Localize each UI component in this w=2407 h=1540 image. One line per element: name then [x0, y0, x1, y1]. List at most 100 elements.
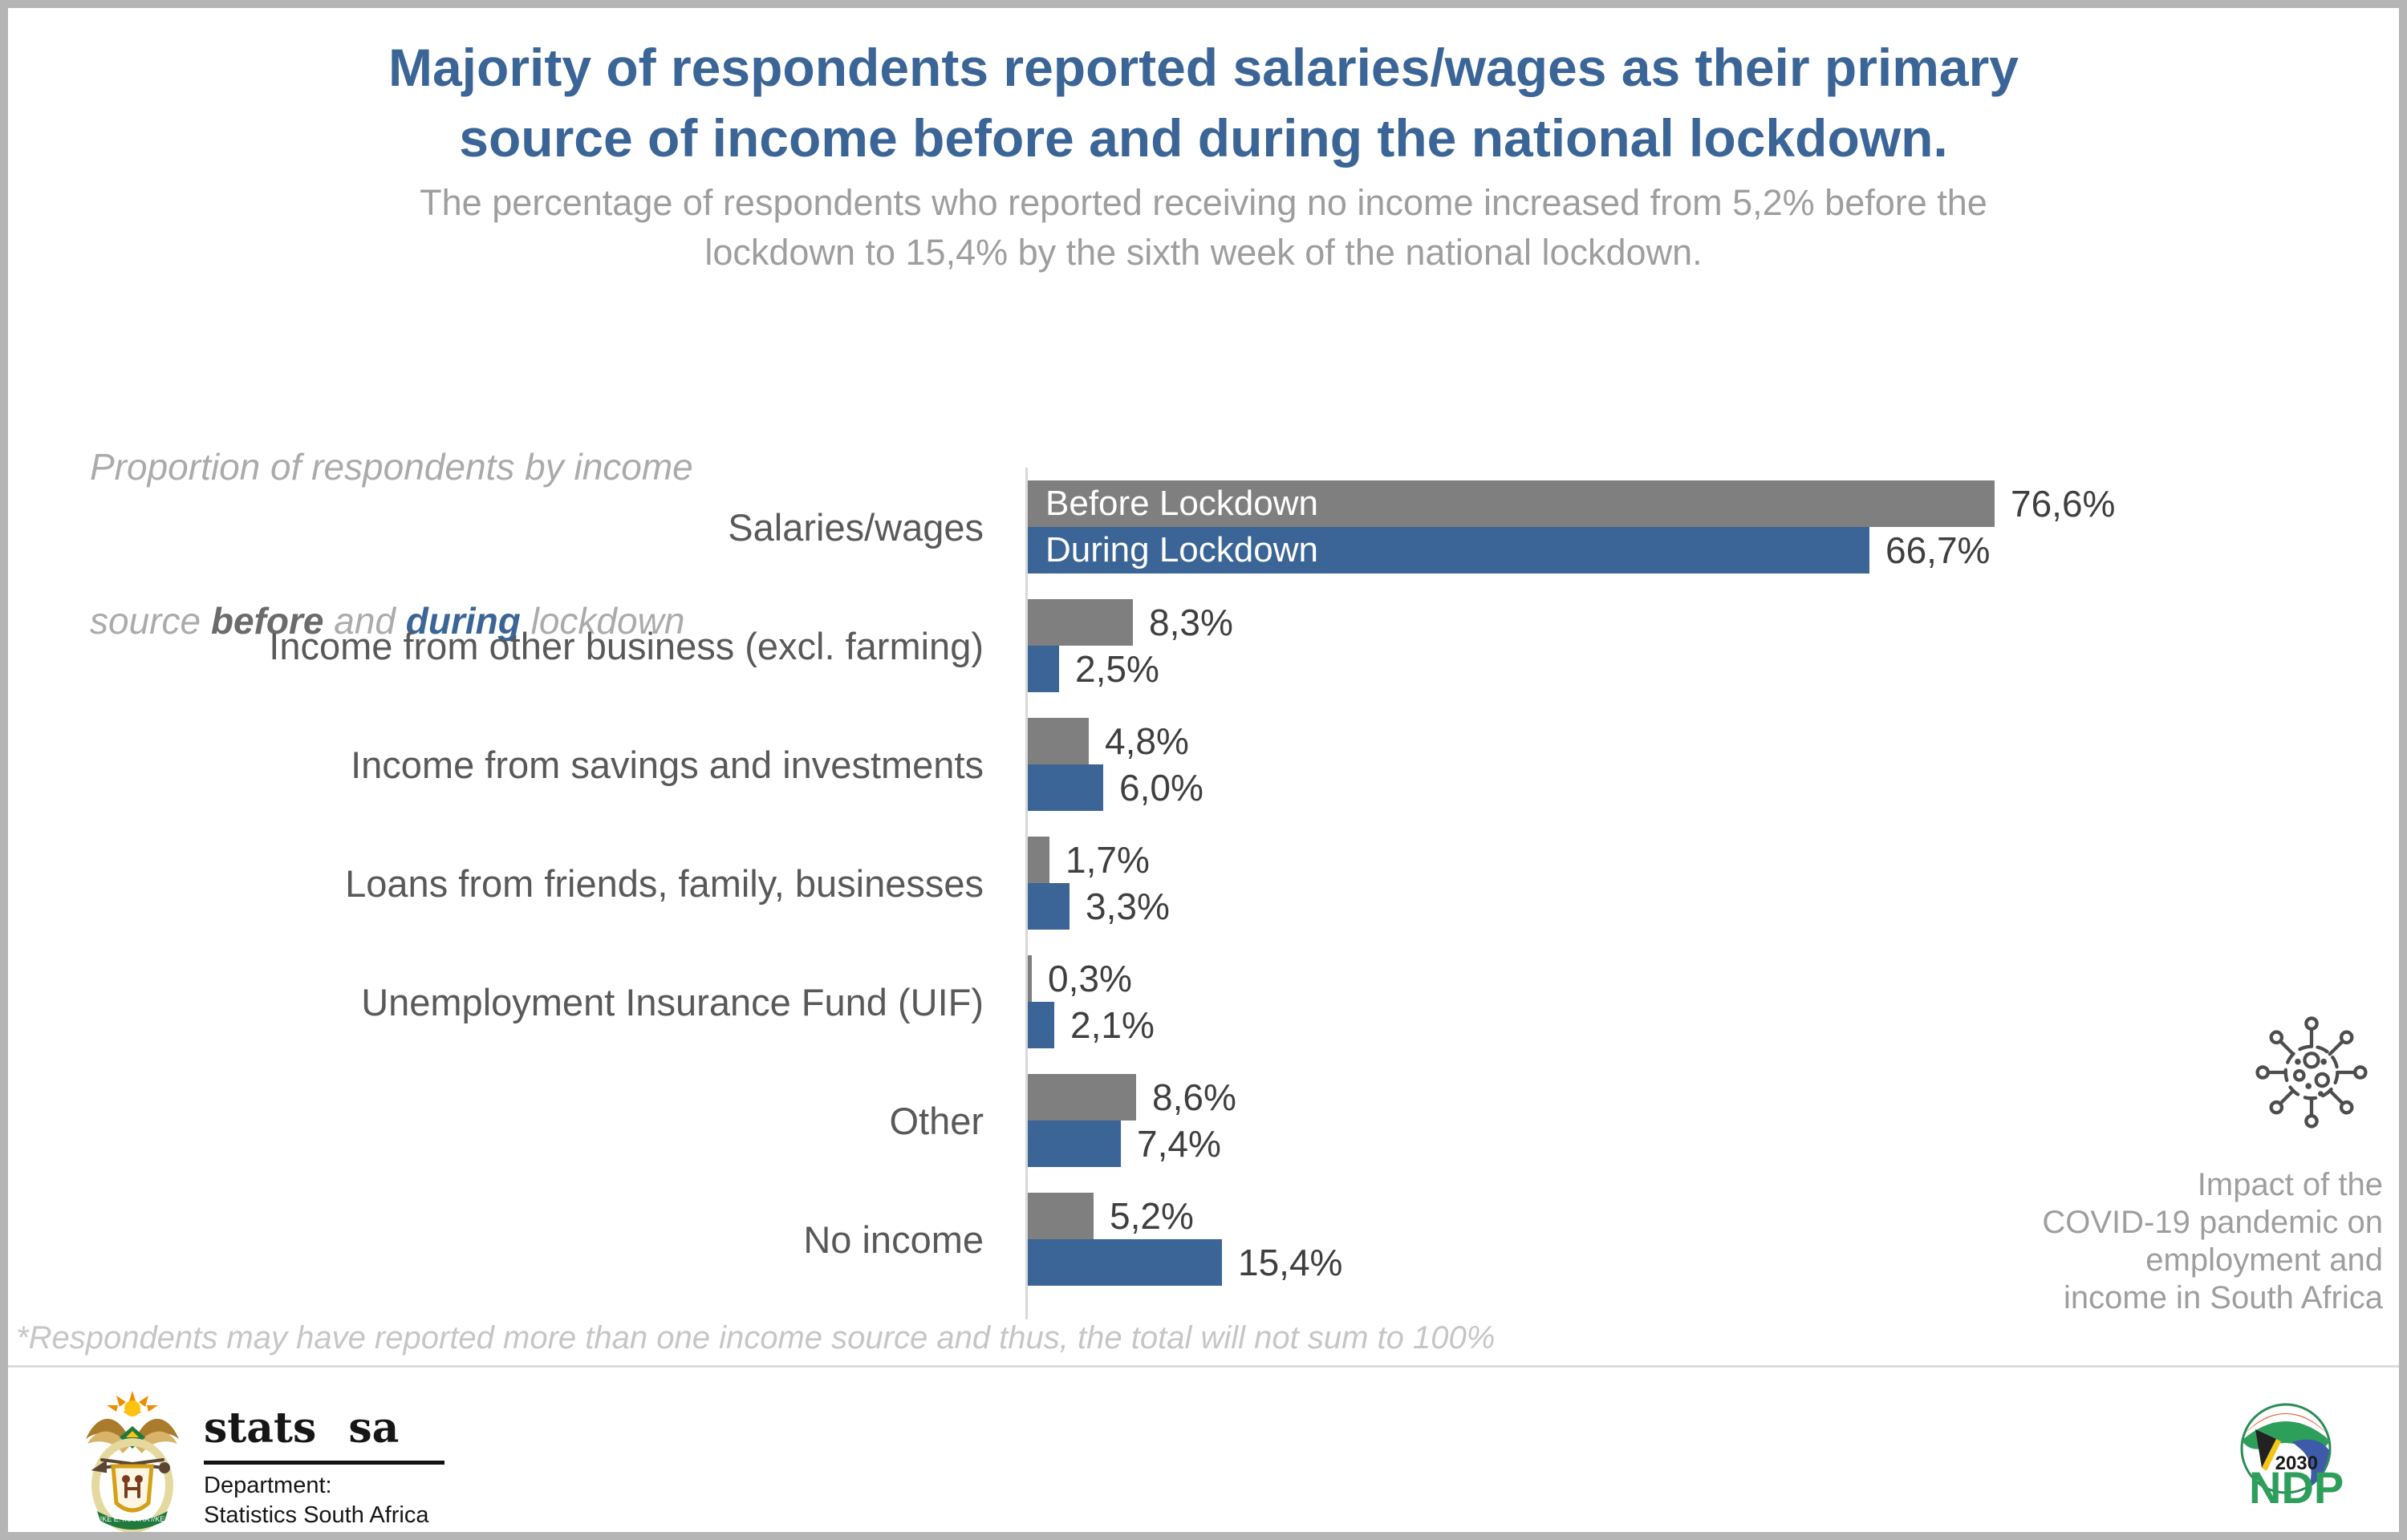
- bar-during: [1028, 1121, 1121, 1167]
- category-bars: 5,2% 15,4%: [1028, 1193, 1342, 1286]
- bar-line: Before Lockdown 76,6%: [1028, 480, 2115, 527]
- bar-line: 5,2%: [1028, 1193, 1342, 1239]
- ndp-blue-swoosh-shape: [2292, 1439, 2329, 1489]
- footnote: *Respondents may have reported more than…: [16, 1320, 1496, 1356]
- bar-before: [1028, 599, 1133, 646]
- value-label: 15,4%: [1238, 1242, 1343, 1283]
- value-label: 4,8%: [1105, 720, 1189, 762]
- value-label: 7,4%: [1137, 1123, 1221, 1165]
- bar-chart: Salaries/wages Before Lockdown 76,6% During…: [8, 468, 2399, 1322]
- chart-row: Loans from friends, family, businesses 1,…: [8, 837, 2399, 930]
- side-note-line-2: COVID-19 pandemic on: [2042, 1205, 2383, 1240]
- value-label: 76,6%: [2011, 483, 2116, 525]
- category-label: Income from other business (excl. farmin…: [269, 624, 984, 667]
- coat-of-arms-logo: !KE E: /XARRA //KE: [86, 1391, 179, 1532]
- category-label: Other: [889, 1099, 984, 1142]
- value-label: 5,2%: [1110, 1195, 1194, 1237]
- stats-sa-wordmark: stats sa: [204, 1404, 400, 1453]
- bar-during: [1028, 764, 1103, 811]
- value-label: 1,7%: [1065, 839, 1150, 881]
- motto-banner-shape: [97, 1511, 168, 1530]
- bar-during: [1028, 1002, 1054, 1048]
- value-label: 0,3%: [1048, 958, 1132, 999]
- department-line-2: Statistics South Africa: [204, 1502, 429, 1528]
- bar-line: 0,3%: [1028, 955, 1155, 1002]
- chart-row: No income 5,2% 15,4%: [8, 1193, 2399, 1286]
- bar-line: 7,4%: [1028, 1121, 1236, 1167]
- category-label: Salaries/wages: [728, 505, 984, 549]
- bar-line: 8,6%: [1028, 1074, 1236, 1121]
- stats-sa-block: stats sa Department: Statistics South Af…: [204, 1404, 538, 1532]
- value-label: 66,7%: [1885, 529, 1991, 571]
- bar-before: [1028, 718, 1089, 764]
- ndp-2030-logo: 2030 NDP: [2240, 1403, 2344, 1513]
- title-line-2: source of income before and during the n…: [459, 108, 1948, 168]
- ndp-year-text: 2030: [2275, 1453, 2318, 1474]
- chart-row: Income from savings and investments 4,8% 6…: [8, 718, 2399, 811]
- bar-line: 1,7%: [1028, 837, 1170, 883]
- chart-heading: Proportion of respondents by income sour…: [90, 338, 693, 749]
- bar-during: During Lockdown: [1028, 527, 1869, 573]
- sunburst-icon: [107, 1391, 158, 1416]
- value-label: 6,0%: [1119, 767, 1204, 808]
- subtitle-line-2: lockdown to 15,4% by the sixth week of t…: [704, 232, 1703, 273]
- y-axis-line: [1025, 468, 1028, 1319]
- bar-line: 2,5%: [1028, 646, 1233, 692]
- bar-before: Before Lockdown: [1028, 480, 1995, 527]
- category-bars: 4,8% 6,0%: [1028, 718, 1204, 811]
- chart-row: Other 8,6% 7,4%: [8, 1074, 2399, 1167]
- category-bars: 1,7% 3,3%: [1028, 837, 1170, 930]
- bar-during: [1028, 646, 1059, 692]
- legend-label-during: During Lockdown: [1045, 530, 1318, 569]
- page-title: Majority of respondents reported salarie…: [8, 32, 2399, 173]
- heading-and-text: and: [323, 600, 406, 642]
- value-label: 2,5%: [1075, 648, 1159, 690]
- value-label: 3,3%: [1086, 886, 1170, 927]
- heading-before-word: before: [210, 600, 324, 642]
- ndp-black-triangle-shape: [2255, 1429, 2276, 1468]
- shield-figures-shape: [122, 1475, 143, 1498]
- chart-row: Salaries/wages Before Lockdown 76,6% During…: [8, 480, 2399, 573]
- category-bars: 8,6% 7,4%: [1028, 1074, 1236, 1167]
- heading-during-word: during: [405, 600, 521, 642]
- bar-during: [1028, 883, 1070, 930]
- chart-heading-line-1: Proportion of respondents by income: [90, 446, 693, 488]
- ndp-yellow-stripe-shape: [2262, 1439, 2281, 1471]
- bar-line: During Lockdown 66,7%: [1028, 527, 2115, 573]
- side-note-line-1: Impact of the: [2197, 1167, 2383, 1202]
- subtitle: The percentage of respondents who report…: [8, 178, 2399, 278]
- ndp-name-text: NDP: [2249, 1462, 2344, 1513]
- bar-line: 2,1%: [1028, 1002, 1155, 1048]
- bar-line: 3,3%: [1028, 883, 1170, 930]
- category-label: No income: [803, 1218, 984, 1261]
- category-bars: 8,3% 2,5%: [1028, 599, 1233, 692]
- category-label: Income from savings and investments: [351, 743, 984, 786]
- category-bars: Before Lockdown 76,6% During Lockdown 66,7%: [1028, 480, 2115, 573]
- side-note: Impact of the COVID-19 pandemic on emplo…: [2022, 1166, 2383, 1317]
- legend-label-before: Before Lockdown: [1045, 484, 1318, 523]
- heading-lockdown-text: lockdown: [520, 600, 685, 642]
- bar-line: 4,8%: [1028, 718, 1204, 764]
- chart-heading-line-2: source before and during lockdown: [90, 595, 693, 646]
- bar-line: 15,4%: [1028, 1239, 1342, 1286]
- bar-during: [1028, 1239, 1222, 1286]
- diamond-detail-shape: [126, 1431, 139, 1437]
- category-label: Unemployment Insurance Fund (UIF): [361, 980, 984, 1023]
- value-label: 2,1%: [1070, 1004, 1155, 1046]
- category-label: Loans from friends, family, businesses: [345, 861, 984, 905]
- side-note-line-4: income in South Africa: [2064, 1280, 2383, 1315]
- bar-before: [1028, 1074, 1136, 1121]
- coronavirus-icon: [2255, 1016, 2368, 1129]
- ndp-red-arc-shape: [2244, 1413, 2328, 1434]
- bar-before: [1028, 955, 1032, 1002]
- footer-divider: [8, 1365, 2399, 1368]
- bar-before: [1028, 837, 1049, 883]
- side-note-line-3: employment and: [2145, 1242, 2383, 1278]
- heading-source-text: source: [90, 600, 211, 642]
- stats-sa-rule: [204, 1461, 444, 1465]
- department-line-1: Department:: [204, 1473, 332, 1498]
- title-line-1: Majority of respondents reported salarie…: [388, 38, 2019, 97]
- arms-motto-text: !KE E: /XARRA //KE: [100, 1515, 165, 1523]
- chart-row: Unemployment Insurance Fund (UIF) 0,3% 2,1…: [8, 955, 2399, 1048]
